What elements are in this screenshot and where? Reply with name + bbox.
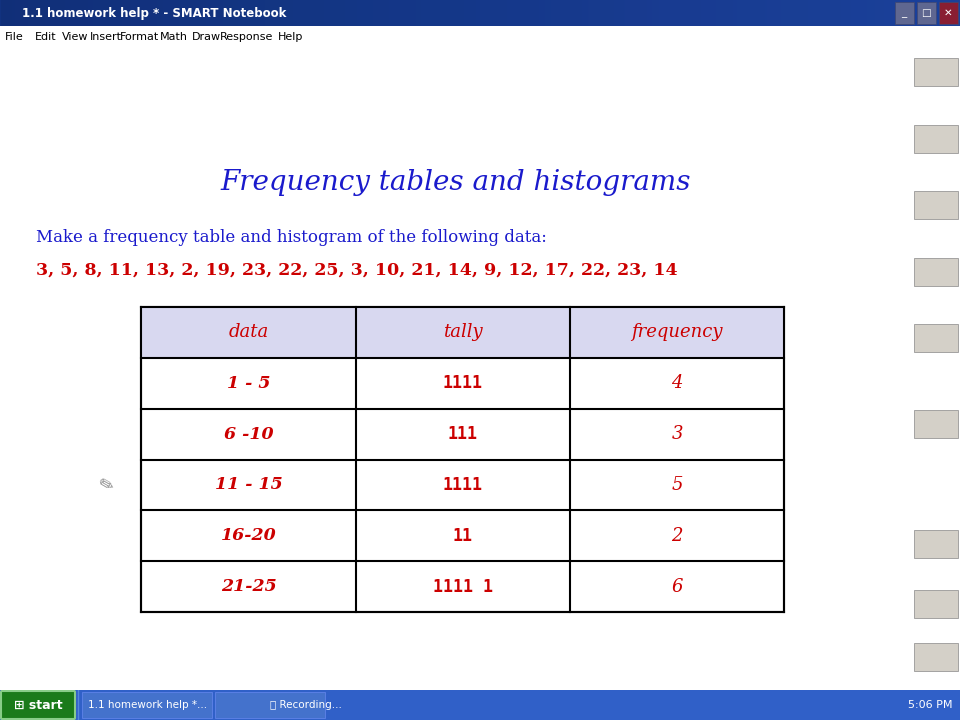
Text: Help: Help: [278, 32, 303, 42]
Text: File: File: [5, 32, 24, 42]
Text: View: View: [62, 32, 88, 42]
Bar: [914, 324, 958, 352]
Text: Response: Response: [220, 32, 274, 42]
Bar: [914, 590, 958, 618]
Text: 111: 111: [447, 425, 478, 443]
FancyBboxPatch shape: [1, 691, 75, 719]
Bar: [215, 692, 325, 718]
Text: 11: 11: [453, 527, 473, 545]
Text: 3, 5, 8, 11, 13, 2, 19, 23, 22, 25, 3, 10, 21, 14, 9, 12, 17, 22, 23, 14: 3, 5, 8, 11, 13, 2, 19, 23, 22, 25, 3, 1…: [36, 261, 678, 279]
Bar: [917, 2, 936, 24]
Text: data: data: [228, 323, 269, 341]
Text: 6: 6: [671, 577, 683, 595]
Text: 1.1 homework help * - SMART Notebook: 1.1 homework help * - SMART Notebook: [22, 6, 286, 19]
Bar: [914, 410, 958, 438]
Text: 11 - 15: 11 - 15: [215, 477, 282, 493]
Bar: [82, 692, 212, 718]
Text: Edit: Edit: [35, 32, 57, 42]
Text: 16-20: 16-20: [221, 527, 276, 544]
Text: □: □: [922, 8, 931, 18]
Bar: [914, 643, 958, 671]
Bar: [895, 2, 914, 24]
Text: 21-25: 21-25: [221, 578, 276, 595]
Text: 1111 1: 1111 1: [433, 577, 492, 595]
Bar: [914, 125, 958, 153]
Text: frequency: frequency: [632, 323, 723, 341]
Text: 6 -10: 6 -10: [224, 426, 274, 443]
Text: tally: tally: [443, 323, 483, 341]
Bar: [141, 307, 784, 358]
Text: 1 - 5: 1 - 5: [227, 374, 271, 392]
Text: ⊞ start: ⊞ start: [13, 698, 62, 711]
Text: Draw: Draw: [192, 32, 221, 42]
Text: Math: Math: [160, 32, 188, 42]
Text: ✏: ✏: [94, 473, 116, 497]
Text: 5:06 PM: 5:06 PM: [907, 700, 952, 710]
Text: _: _: [901, 8, 906, 18]
Bar: [141, 307, 784, 612]
Text: 1111: 1111: [443, 476, 483, 494]
Text: 1.1 homework help *...: 1.1 homework help *...: [88, 700, 207, 710]
Bar: [914, 258, 958, 286]
Bar: [914, 58, 958, 86]
Bar: [914, 530, 958, 558]
Text: Make a frequency table and histogram of the following data:: Make a frequency table and histogram of …: [36, 228, 547, 246]
Bar: [870, 690, 960, 720]
Bar: [939, 2, 958, 24]
Text: Insert: Insert: [90, 32, 122, 42]
Bar: [914, 192, 958, 220]
Text: 4: 4: [671, 374, 683, 392]
Text: Frequency tables and histograms: Frequency tables and histograms: [221, 168, 691, 196]
Text: 🎙 Recording...: 🎙 Recording...: [270, 700, 342, 710]
Text: 5: 5: [671, 476, 683, 494]
Text: Format: Format: [120, 32, 159, 42]
Text: ✕: ✕: [944, 8, 952, 18]
Text: 3: 3: [671, 425, 683, 443]
Text: 1111: 1111: [443, 374, 483, 392]
Text: 2: 2: [671, 527, 683, 545]
